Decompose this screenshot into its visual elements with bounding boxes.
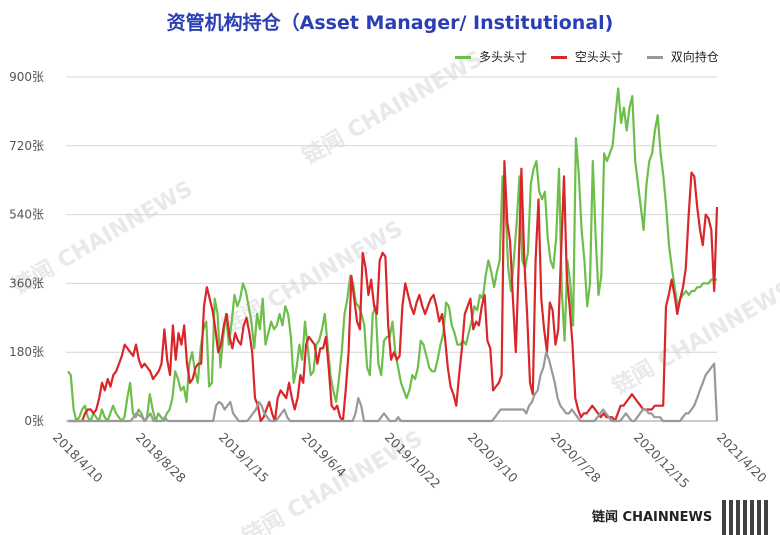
legend-swatch-spread [646, 56, 663, 59]
legend: 多头头寸 空头头寸 双向持仓 [455, 48, 739, 65]
x-tick-label: 2019/10/22 [382, 430, 444, 492]
y-tick-label: 540张 [9, 208, 44, 222]
legend-item-spread: 双向持仓 [646, 48, 719, 65]
legend-item-long: 多头头寸 [455, 48, 527, 65]
legend-label-long: 多头头寸 [479, 50, 528, 64]
y-tick-label: 180张 [9, 345, 44, 359]
legend-item-short: 空头头寸 [550, 48, 623, 65]
x-tick-label: 2019/1/15 [216, 430, 272, 486]
y-tick-label: 360张 [9, 276, 44, 290]
x-tick-label: 2019/6/4 [299, 430, 349, 480]
series-line-2 [68, 351, 719, 423]
legend-label-spread: 双向持仓 [670, 50, 719, 64]
qr-code-icon [722, 500, 770, 535]
legend-label-short: 空头头寸 [574, 50, 623, 64]
y-tick-label: 0张 [24, 414, 44, 428]
legend-swatch-long [455, 56, 471, 59]
brand-logo-text: 链闻 CHAINNEWS [592, 510, 713, 525]
legend-swatch-short [550, 56, 567, 59]
x-tick-label: 2018/4/10 [50, 430, 106, 486]
chart-title: 资管机构持仓（Asset Manager/ Institutional) [166, 12, 614, 34]
series-line-1 [68, 160, 719, 423]
series-line-0 [67, 87, 717, 423]
y-tick-label: 720张 [9, 139, 44, 153]
x-tick-label: 2020/7/28 [548, 430, 604, 486]
x-tick-label: 2020/3/10 [465, 430, 521, 486]
x-tick-label: 2018/8/28 [133, 430, 189, 486]
x-tick-label: 2020/12/15 [631, 430, 693, 492]
y-tick-label: 900张 [9, 70, 44, 84]
x-tick-label: 2021/4/20 [714, 430, 770, 486]
